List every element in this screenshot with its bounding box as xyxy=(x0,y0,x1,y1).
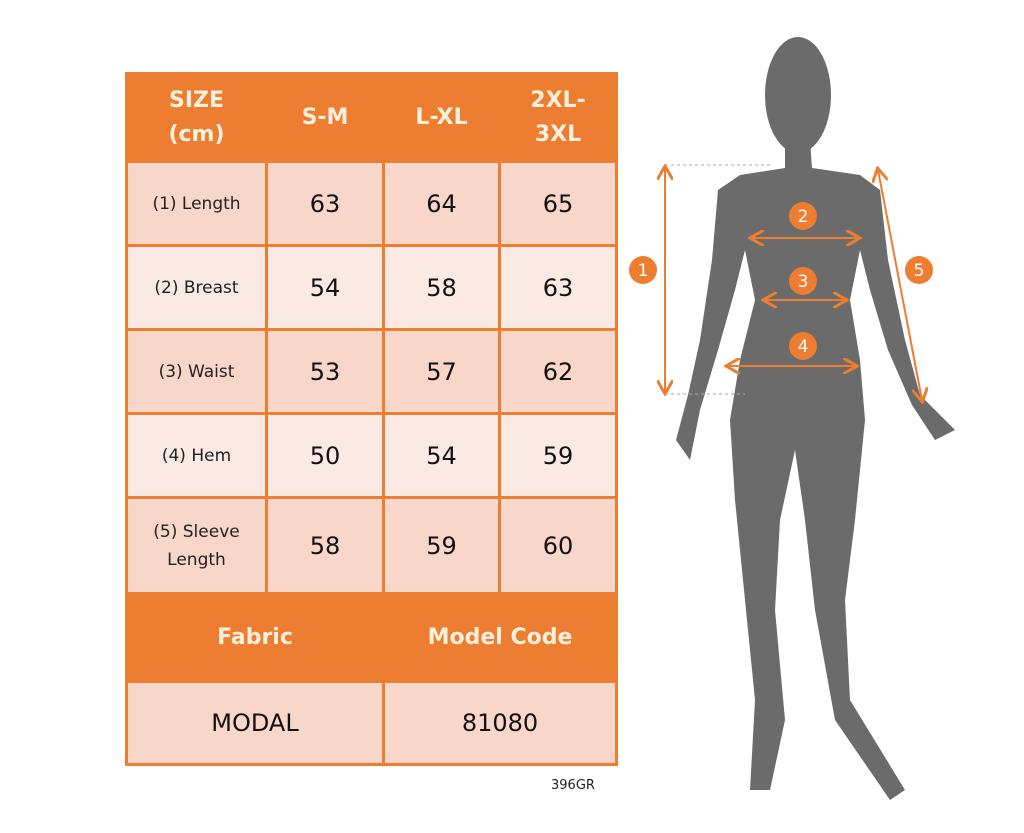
marker-1-badge xyxy=(629,256,657,284)
cell: 60 xyxy=(498,496,618,595)
fabric-header-row: Fabric Model Code xyxy=(125,592,618,683)
marker-2: 2 xyxy=(798,207,809,227)
table-row: (3) Waist 53 57 62 xyxy=(125,328,618,415)
cell: 50 xyxy=(265,412,385,499)
marker-5-badge xyxy=(905,256,933,284)
header-size-line1: SIZE xyxy=(168,87,224,113)
header-l-xl: L-XL xyxy=(382,72,501,163)
header-2xl-3xl: 2XL- 3XL xyxy=(498,72,618,163)
header-size: SIZE (cm) xyxy=(125,72,268,163)
woman-silhouette xyxy=(676,37,955,800)
cell: 63 xyxy=(265,160,385,247)
marker-1: 1 xyxy=(638,261,649,281)
table-row: (4) Hem 50 54 59 xyxy=(125,412,618,499)
header-row: SIZE (cm) S-M L-XL 2XL- 3XL xyxy=(125,72,618,163)
marker-4-badge xyxy=(789,332,817,360)
cell: 58 xyxy=(265,496,385,595)
cell: 54 xyxy=(265,244,385,331)
table-row: (5) Sleeve Length 58 59 60 xyxy=(125,496,618,595)
row-label: (1) Length xyxy=(125,160,268,247)
header-size-line2: (cm) xyxy=(168,121,225,147)
fabric-value: MODAL xyxy=(125,680,385,766)
marker-2-badge xyxy=(789,202,817,230)
cell: 64 xyxy=(382,160,501,247)
row-label: (4) Hem xyxy=(125,412,268,499)
model-code-header: Model Code xyxy=(382,592,618,683)
row-label-line1: (5) Sleeve xyxy=(153,521,240,542)
marker-3-badge xyxy=(789,267,817,295)
cell: 65 xyxy=(498,160,618,247)
cell: 63 xyxy=(498,244,618,331)
table-row: (2) Breast 54 58 63 xyxy=(125,244,618,331)
table-row: (1) Length 63 64 65 xyxy=(125,160,618,247)
fabric-header: Fabric xyxy=(125,592,385,683)
cell: 62 xyxy=(498,328,618,415)
header-s-m: S-M xyxy=(265,72,385,163)
size-chart-table: SIZE (cm) S-M L-XL 2XL- 3XL (1) Length 63 … xyxy=(125,72,618,766)
model-code-value: 81080 xyxy=(382,680,618,766)
marker-4: 4 xyxy=(798,337,809,357)
row-label-line2: Length xyxy=(167,549,226,570)
marker-5: 5 xyxy=(914,261,925,281)
cell: 59 xyxy=(498,412,618,499)
header-2xl-line2: 3XL xyxy=(534,121,582,147)
cell: 57 xyxy=(382,328,501,415)
marker-3: 3 xyxy=(798,272,809,292)
cell: 54 xyxy=(382,412,501,499)
cell: 59 xyxy=(382,496,501,595)
row-label: (3) Waist xyxy=(125,328,268,415)
row-label: (5) Sleeve Length xyxy=(125,496,268,595)
measurement-lines xyxy=(665,165,922,400)
cell: 53 xyxy=(265,328,385,415)
cell: 58 xyxy=(382,244,501,331)
row-label: (2) Breast xyxy=(125,244,268,331)
fabric-value-row: MODAL 81080 xyxy=(125,680,618,766)
product-code: 396GR xyxy=(551,778,595,793)
body-silhouette-figure: 1 2 3 4 5 xyxy=(629,37,955,800)
header-2xl-line1: 2XL- xyxy=(530,87,586,113)
